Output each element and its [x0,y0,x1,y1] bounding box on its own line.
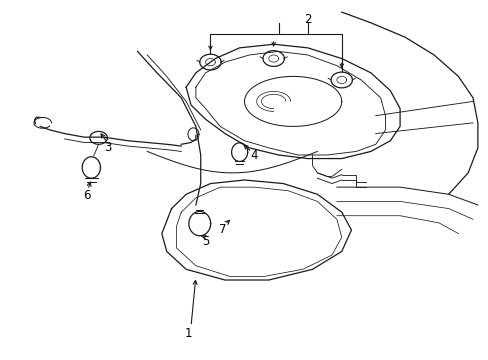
Text: 3: 3 [103,141,111,154]
Text: 5: 5 [202,235,209,248]
Text: 1: 1 [184,327,192,340]
Text: 7: 7 [219,223,226,236]
Text: 6: 6 [82,189,90,202]
Text: 2: 2 [304,13,311,26]
Text: 4: 4 [250,149,258,162]
